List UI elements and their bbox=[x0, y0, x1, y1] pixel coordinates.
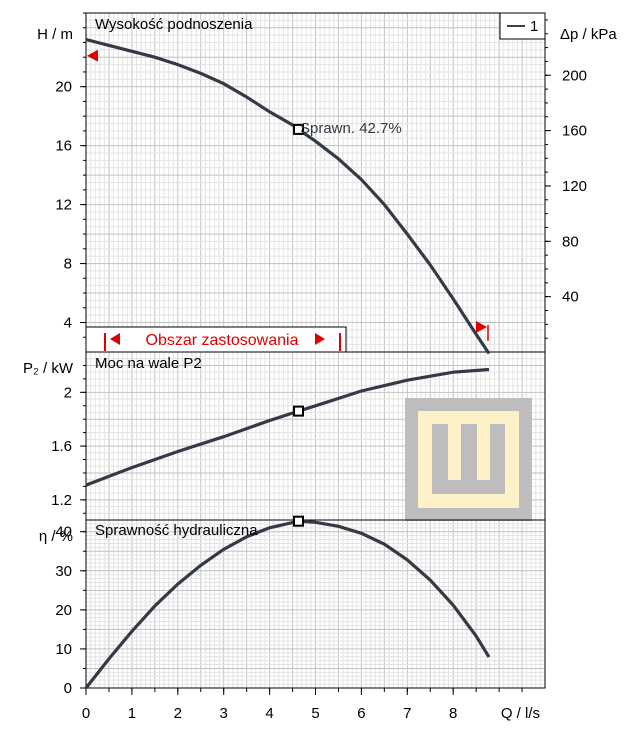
wilo-style-logo-icon bbox=[405, 398, 532, 521]
x-tick-label: 7 bbox=[403, 705, 411, 722]
y-tick-label: 12 bbox=[55, 197, 72, 214]
x-tick-label: 0 bbox=[82, 705, 90, 722]
head-panel-grid bbox=[85, 12, 546, 353]
x-tick-label: 4 bbox=[265, 705, 273, 722]
range-marker-left-icon bbox=[87, 49, 98, 62]
range-arrow-right-icon bbox=[315, 333, 325, 345]
x-tick-label: 3 bbox=[220, 705, 228, 722]
range-arrow-left-icon bbox=[110, 333, 120, 345]
y-tick-label: 10 bbox=[55, 641, 72, 658]
operating-point-marker bbox=[293, 123, 304, 135]
y-tick-label: 0 bbox=[64, 680, 72, 697]
application-range-label: Obszar zastosowania bbox=[146, 332, 299, 349]
efficiency-annotation: Sprawn. 42.7% bbox=[300, 120, 402, 137]
y-tick-label: 20 bbox=[55, 602, 72, 619]
operating-point-marker bbox=[293, 405, 304, 417]
legend-label: 1 bbox=[530, 18, 538, 35]
y-tick-label: 30 bbox=[55, 563, 72, 580]
legend: 1 bbox=[499, 12, 546, 40]
x-axis-label: Q / l/s bbox=[501, 705, 540, 722]
y2-tick-label: 120 bbox=[562, 178, 587, 195]
y2-tick-label: 200 bbox=[562, 67, 587, 84]
y2-tick-label: 80 bbox=[562, 233, 579, 250]
y-tick-label: 40 bbox=[55, 524, 72, 541]
pressure-y-axis-label: Δp / kPa bbox=[560, 26, 617, 43]
y-tick-label: 4 bbox=[64, 315, 72, 332]
y-tick-label: 1.2 bbox=[51, 492, 72, 509]
y-tick-label: 20 bbox=[55, 79, 72, 96]
x-tick-label: 5 bbox=[311, 705, 319, 722]
y-tick-label: 16 bbox=[55, 138, 72, 155]
operating-point-marker bbox=[293, 515, 304, 527]
y-tick-label: 8 bbox=[64, 256, 72, 273]
power-panel-title: Moc na wale P2 bbox=[95, 355, 202, 372]
x-tick-label: 8 bbox=[449, 705, 457, 722]
y2-tick-label: 40 bbox=[562, 289, 579, 306]
application-range-box: Obszar zastosowania bbox=[85, 326, 347, 353]
x-tick-label: 6 bbox=[357, 705, 365, 722]
x-tick-label: 2 bbox=[174, 705, 182, 722]
y-tick-label: 2 bbox=[64, 384, 72, 401]
power-y-axis-label: P₂ / kW bbox=[23, 360, 74, 377]
y2-tick-label: 160 bbox=[562, 123, 587, 140]
y-tick-label: 1.6 bbox=[51, 438, 72, 455]
x-tick-label: 1 bbox=[128, 705, 136, 722]
head-panel-title: Wysokość podnoszenia bbox=[95, 16, 253, 33]
efficiency-panel-title: Sprawność hydrauliczna bbox=[95, 522, 258, 539]
efficiency-y-axis-label: η / % bbox=[39, 528, 73, 545]
range-markers bbox=[87, 49, 489, 341]
head-y-axis-label: H / m bbox=[37, 26, 73, 43]
efficiency-panel-grid bbox=[85, 519, 546, 689]
range-marker-right-icon bbox=[476, 320, 488, 333]
